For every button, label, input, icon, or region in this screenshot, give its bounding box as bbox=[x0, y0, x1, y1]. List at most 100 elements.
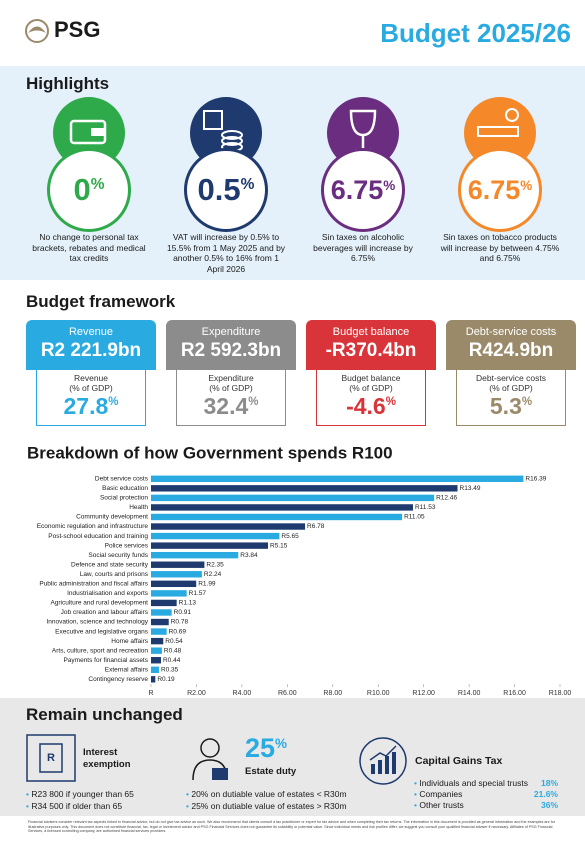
value-label: R1.99 bbox=[198, 581, 216, 588]
value-label: R0.48 bbox=[164, 647, 182, 654]
x-tick-label: R6.00 bbox=[278, 690, 297, 695]
x-tick-label: R bbox=[148, 690, 153, 695]
label: Other trusts bbox=[419, 800, 464, 810]
card-sublabel: (% of GDP) bbox=[69, 383, 113, 393]
card-header: Expenditure R2 592.3bn bbox=[166, 320, 296, 370]
value-label: R0.19 bbox=[157, 676, 175, 683]
unit: % bbox=[275, 736, 288, 752]
card-body: Budget balance (% of GDP) -4.6% bbox=[316, 370, 426, 426]
highlight-value: 6.75% bbox=[321, 148, 405, 232]
bullet-text: R23 800 if younger than 65 bbox=[31, 789, 134, 799]
value: 0 bbox=[73, 172, 91, 207]
card-sublabel: (% of GDP) bbox=[209, 383, 253, 393]
unit: % bbox=[385, 395, 396, 408]
x-tick-label: R16.00 bbox=[503, 690, 526, 695]
value-text: 6.75% bbox=[468, 175, 533, 206]
y-tick-label: Industrialisation and exports bbox=[67, 590, 149, 597]
x-tick-label: R2.00 bbox=[187, 690, 206, 695]
x-tick-label: R8.00 bbox=[323, 690, 342, 695]
unit: % bbox=[240, 175, 255, 193]
x-tick-label: R14.00 bbox=[458, 690, 481, 695]
highlight-value: 0% bbox=[47, 148, 131, 232]
bullet-text: 20% on dutiable value of estates < R30m bbox=[191, 789, 347, 799]
value-label: R1.13 bbox=[179, 600, 197, 607]
value-label: R13.49 bbox=[460, 485, 481, 492]
bar bbox=[151, 513, 403, 521]
y-tick-label: Economic regulation and infrastructure bbox=[37, 523, 149, 530]
x-tick-label: R12.00 bbox=[412, 690, 435, 695]
bullet-text: 25% on dutiable value of estates > R30m bbox=[191, 801, 347, 811]
card-value: 5.3% bbox=[457, 393, 565, 420]
y-tick-label: Law, courts and prisons bbox=[80, 571, 149, 578]
y-tick-label: Health bbox=[129, 504, 148, 511]
y-tick-label: Executive and legislative organs bbox=[55, 628, 149, 635]
logo-mark bbox=[25, 19, 49, 43]
bar bbox=[151, 475, 524, 482]
unit: % bbox=[520, 177, 533, 193]
value-label: R1.57 bbox=[189, 590, 207, 597]
bar bbox=[151, 628, 167, 635]
cgt-row: • Individuals and special trusts 18% bbox=[414, 778, 558, 789]
value: -4.6 bbox=[346, 393, 386, 419]
y-tick-label: Basic education bbox=[102, 485, 148, 492]
value-label: R11.05 bbox=[404, 514, 425, 521]
y-tick-label: Community development bbox=[76, 514, 148, 521]
y-tick-label: Debt service costs bbox=[95, 475, 149, 482]
bullet: • R23 800 if younger than 65 bbox=[26, 789, 134, 799]
bullet-dot: • bbox=[414, 778, 420, 788]
cgt-label: • Individuals and special trusts bbox=[414, 778, 528, 789]
value-label: R0.69 bbox=[169, 628, 187, 635]
highlight-text: No change to personal tax brackets, reba… bbox=[32, 232, 146, 263]
bar bbox=[151, 599, 177, 607]
value-label: R6.78 bbox=[307, 523, 325, 530]
cgt-icon bbox=[359, 737, 407, 785]
highlight-text: Sin taxes on alcoholic beverages will in… bbox=[313, 232, 413, 263]
page-title: Budget 2025/26 bbox=[380, 18, 571, 48]
cgt-label: • Companies bbox=[414, 789, 462, 800]
bar bbox=[151, 551, 239, 559]
y-tick-label: Post-school education and training bbox=[48, 533, 148, 540]
card-label: Revenue bbox=[73, 373, 109, 383]
chart-title: Breakdown of how Government spends R100 bbox=[27, 443, 393, 462]
y-tick-label: Social security funds bbox=[88, 552, 148, 559]
y-tick-label: Police services bbox=[105, 542, 149, 549]
label: Individuals and special trusts bbox=[419, 778, 529, 788]
card-sublabel: (% of GDP) bbox=[489, 383, 533, 393]
value-text: 6.75% bbox=[331, 175, 396, 206]
bar bbox=[151, 494, 435, 502]
value-label: R0.35 bbox=[161, 666, 179, 673]
value: 5.3 bbox=[489, 393, 522, 419]
bullet-text: R34 500 if older than 65 bbox=[31, 801, 123, 811]
bar bbox=[151, 580, 197, 588]
value-label: R2.24 bbox=[204, 571, 222, 578]
y-tick-label: Public administration and fiscal affairs bbox=[39, 581, 148, 588]
card-value: -4.6% bbox=[317, 393, 425, 420]
value-label: R5.15 bbox=[270, 542, 288, 549]
section-title: Remain unchanged bbox=[26, 705, 183, 724]
y-tick-label: Contingency reserve bbox=[88, 676, 148, 683]
unit: % bbox=[108, 395, 119, 408]
y-tick-label: Job creation and labour affairs bbox=[61, 609, 149, 616]
cgt-row: • Other trusts 36% bbox=[414, 800, 558, 811]
card-sublabel: (% of GDP) bbox=[349, 383, 393, 393]
y-tick-label: Agriculture and rural development bbox=[50, 600, 148, 607]
bar bbox=[151, 609, 172, 616]
estate-title: Estate duty bbox=[245, 766, 297, 777]
y-tick-label: Social protection bbox=[100, 495, 148, 502]
value-label: R3.84 bbox=[240, 552, 258, 559]
card-label: Budget balance bbox=[341, 373, 401, 383]
interest-icon: R bbox=[26, 734, 76, 782]
card-header: Revenue R2 221.9bn bbox=[26, 320, 156, 370]
bar bbox=[151, 561, 205, 568]
unchanged-panel bbox=[0, 698, 585, 816]
card-label: Expenditure bbox=[208, 373, 254, 383]
cgt-value: 36% bbox=[540, 800, 558, 810]
value-label: R0.44 bbox=[163, 657, 181, 664]
y-tick-label: Arts, culture, sport and recreation bbox=[52, 647, 148, 654]
bar bbox=[151, 571, 202, 578]
x-tick-label: R4.00 bbox=[233, 690, 252, 695]
value: 27.8 bbox=[63, 393, 109, 419]
card-value: 27.8% bbox=[37, 393, 145, 420]
bullet-dot: • bbox=[414, 800, 420, 810]
